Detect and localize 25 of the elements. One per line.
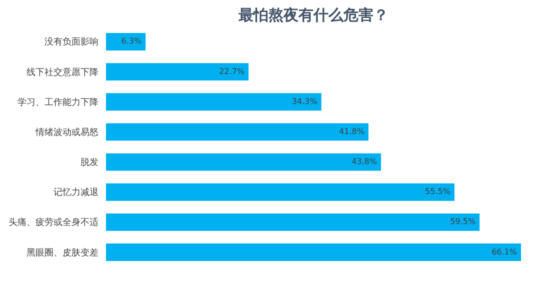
data-label: 43.8%	[352, 157, 378, 166]
bar	[106, 33, 146, 50]
y-tick-label: 学习、工作能力下降	[18, 96, 98, 108]
bar	[106, 183, 454, 201]
data-label: 59.5%	[450, 217, 476, 226]
y-tick-label: 黑眼圈、皮肤变差	[26, 247, 98, 258]
bar	[106, 153, 381, 171]
data-label: 6.3%	[121, 36, 142, 46]
y-tick-label: 情绪波动或易怒	[34, 126, 98, 138]
data-label: 22.7%	[219, 66, 245, 76]
bar	[106, 213, 480, 231]
data-label: 34.3%	[292, 96, 318, 106]
y-tick-label: 线下社交意愿下降	[26, 66, 98, 78]
data-label: 55.5%	[425, 187, 451, 196]
data-label: 66.1%	[492, 247, 518, 256]
bar	[106, 123, 368, 141]
y-tick-label: 头痛、疲劳或全身不适	[8, 217, 98, 228]
y-tick-label: 脱发	[80, 157, 98, 168]
y-tick-label: 记忆力减退	[54, 187, 98, 198]
bar	[106, 63, 249, 81]
bar	[106, 93, 322, 111]
bar	[106, 244, 521, 261]
data-label: 41.8%	[339, 126, 365, 136]
chart-title: 最怕熬夜有什么危害？	[238, 6, 388, 24]
y-tick-label: 没有负面影响	[44, 36, 98, 48]
